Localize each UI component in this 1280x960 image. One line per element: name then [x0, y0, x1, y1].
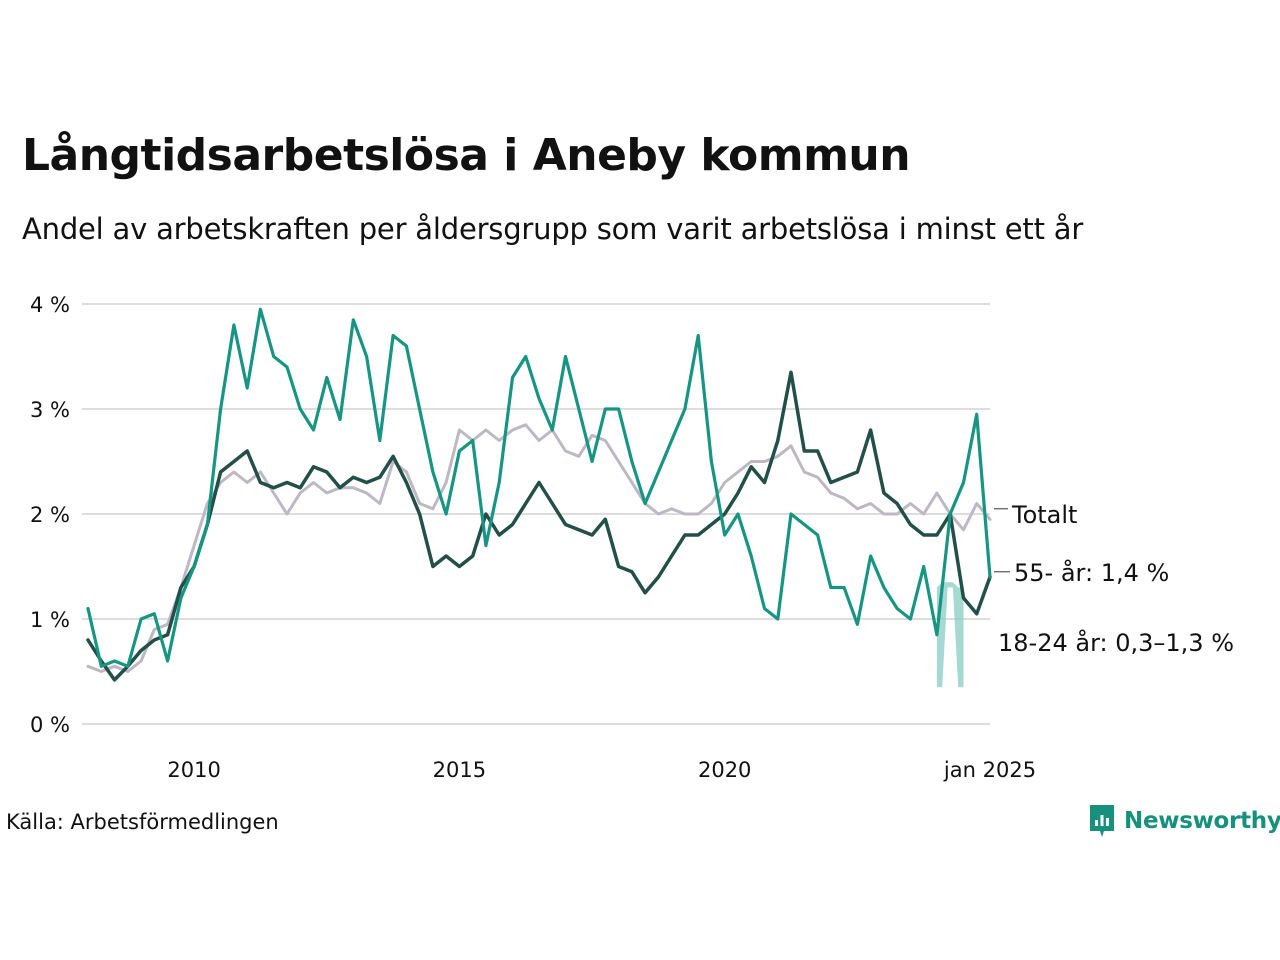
end-label-age1824: 18-24 år: 0,3–1,3 %: [998, 628, 1234, 657]
brand-logo[interactable]: Newsworthy: [1088, 803, 1280, 839]
end-label-age55: 55- år: 1,4 %: [1014, 558, 1169, 587]
y-tick-label: 2 %: [30, 503, 70, 527]
x-tick-label: 2020: [698, 758, 751, 782]
brand-name: Newsworthy: [1124, 808, 1280, 834]
series-line-age55: [86, 370, 992, 682]
y-tick-label: 4 %: [30, 293, 70, 317]
y-tick-label: 0 %: [30, 713, 70, 737]
series-line-totalt: [86, 423, 992, 673]
x-tick-label: 2015: [433, 758, 486, 782]
range-band: [936, 582, 964, 688]
chart-title: Långtidsarbetslösa i Aneby kommun: [22, 130, 911, 181]
x-axis: 2010 2015 2020 jan 2025: [167, 758, 1036, 782]
end-label-totalt: Totalt: [1011, 501, 1077, 529]
range-band-area: [936, 582, 964, 688]
y-tick-label: 3 %: [30, 398, 70, 422]
chart-subtitle: Andel av arbetskraften per åldersgrupp s…: [22, 212, 1084, 246]
y-tick-label: 1 %: [30, 608, 70, 632]
series-lines: [86, 307, 992, 682]
x-tick-label: 2010: [167, 758, 220, 782]
y-axis: 0 % 1 % 2 % 3 % 4 %: [30, 293, 70, 737]
series-line-age1824: [86, 307, 992, 668]
source-note: Källa: Arbetsförmedlingen: [6, 810, 279, 834]
end-labels: Totalt 55- år: 1,4 % 18-24 år: 0,3–1,3 %: [994, 501, 1234, 657]
x-tick-label: jan 2025: [943, 758, 1036, 782]
grid: [82, 303, 990, 725]
newsworthy-logo-icon: [1090, 805, 1114, 837]
